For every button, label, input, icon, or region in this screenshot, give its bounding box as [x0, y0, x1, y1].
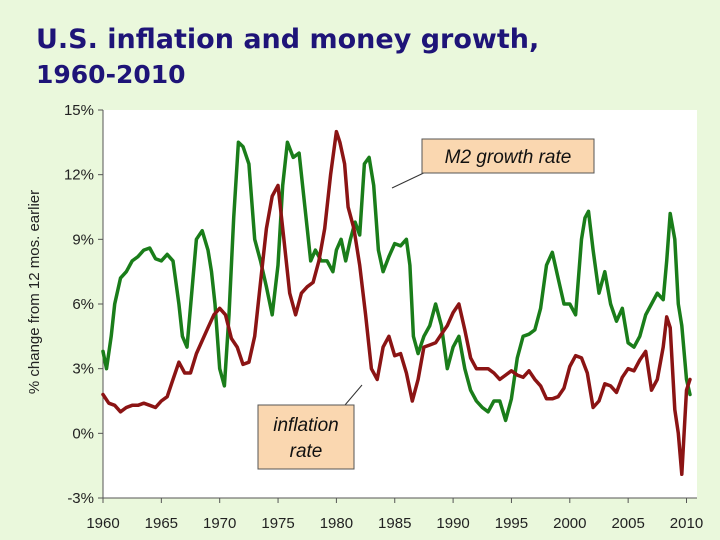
y-tick-label: 6% [72, 296, 94, 313]
x-tick-label: 2000 [553, 515, 586, 532]
y-tick-label: 0% [72, 425, 94, 442]
x-tick-label: 2010 [670, 515, 703, 532]
plot-area [103, 110, 697, 498]
y-axis-label-group: % change from 12 mos. earlier [26, 190, 43, 394]
x-tick-label: 1965 [145, 515, 178, 532]
annotations: M2 growth rate inflation rate [257, 138, 595, 470]
y-axis-label: % change from 12 mos. earlier [26, 190, 43, 394]
axes: -3% 0% 3% 6% 9% 12% 15% 1960 1965 1970 1975 1980 198… [64, 102, 703, 532]
y-tick-label: -3% [67, 490, 94, 507]
inflation-callout-line2: rate [290, 441, 323, 462]
y-tick-label: 3% [72, 361, 94, 378]
inflation-series-line [101, 129, 692, 477]
x-tick-label: 1985 [378, 515, 411, 532]
m2-callout-box [421, 138, 595, 174]
x-tick-label: 1990 [436, 515, 469, 532]
y-tick-label: 12% [64, 167, 94, 184]
inflation-callout-box [257, 404, 355, 470]
x-tick-label: 1980 [320, 515, 353, 532]
series-group [101, 129, 692, 477]
chart-title-line2: 1960-2010 [36, 60, 186, 89]
m2-callout-label: M2 growth rate [445, 147, 572, 168]
y-tick-label: 15% [64, 102, 94, 119]
chart-title-line1: U.S. inflation and money growth, [36, 24, 540, 55]
x-tick-label: 1995 [495, 515, 528, 532]
y-tick-label: 9% [72, 231, 94, 248]
x-tick-label: 1960 [86, 515, 119, 532]
m2-growth-series-line [101, 140, 692, 423]
inflation-callout-line1: inflation [273, 415, 339, 436]
inflation-callout-leader [344, 384, 363, 406]
x-tick-label: 2005 [611, 515, 644, 532]
x-tick-label: 1970 [203, 515, 236, 532]
inflation-callout-label: inflation rate [273, 415, 339, 462]
x-tick-label: 1975 [261, 515, 294, 532]
